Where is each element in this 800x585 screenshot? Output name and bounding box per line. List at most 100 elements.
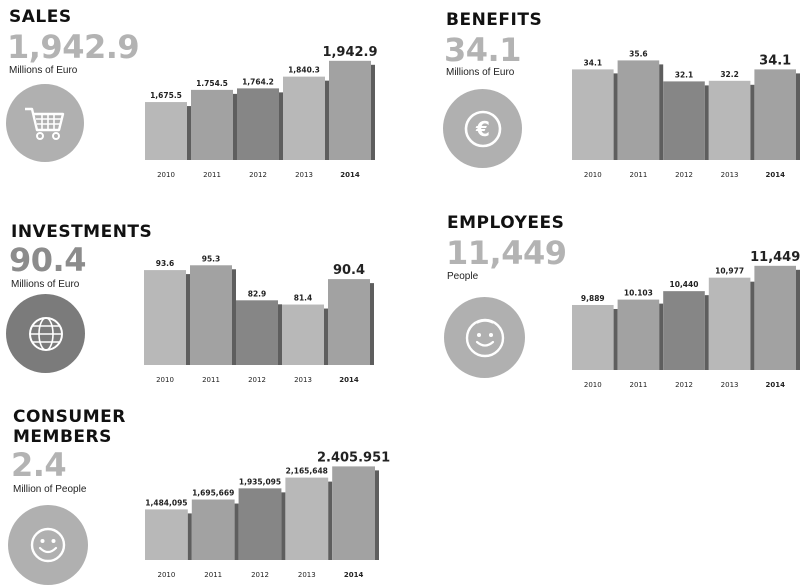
data-label-2012: 1,935,095 [239,477,281,486]
bar-shadow-2012 [281,492,286,560]
bar-2012 [238,488,282,560]
x-tick-2013: 2013 [721,381,739,389]
x-tick-2014: 2014 [339,376,359,384]
svg-text:€: € [475,117,490,141]
benefits-unit: Millions of Euro [446,67,515,78]
data-label-2011: 95.3 [202,254,221,263]
benefits-value: 34.1 [444,31,521,69]
data-label-2012: 10,440 [670,280,699,289]
data-label-2013: 32.2 [720,70,739,79]
data-label-2014: 1,942.9 [322,45,377,60]
x-tick-2011: 2011 [629,381,647,389]
x-tick-2010: 2010 [156,376,174,384]
x-tick-2011: 2011 [203,171,221,179]
bar-2011 [190,265,232,365]
bar-2013 [708,277,751,370]
data-label-2014: 90.4 [333,263,365,278]
bar-shadow-2010 [187,106,191,160]
x-tick-2011: 2011 [202,376,220,384]
bar-2013 [708,80,751,160]
x-tick-2014: 2014 [765,381,785,389]
data-label-2010: 93.6 [156,259,175,268]
bar-2014 [329,60,371,160]
data-label-2010: 9,889 [581,294,605,303]
bar-2010 [572,69,614,160]
consumers-bar-chart: 1,484,095 2010 1,695,669 2011 1,935,095 2012 2… [145,450,390,579]
data-label-2013: 1,840.3 [288,66,320,75]
smiley-icon [8,505,88,585]
smiley-face-icon [444,297,525,378]
x-tick-2011: 2011 [204,571,222,579]
sales-title: SALES [9,7,72,27]
x-tick-2010: 2010 [157,171,175,179]
data-label-2011: 1.754.5 [196,79,228,88]
x-tick-2010: 2010 [584,171,602,179]
bar-shadow-2014 [796,269,800,370]
benefits-title: BENEFITS [446,10,543,30]
bar-2014 [328,279,370,365]
x-tick-2012: 2012 [675,381,693,389]
data-label-2012: 1,764.2 [242,77,274,86]
data-label-2013: 2,165,648 [286,467,328,476]
bar-shadow-2012 [278,304,282,365]
investments-title: INVESTMENTS [11,222,153,242]
bar-2011 [617,299,660,370]
bar-2010 [572,304,614,370]
bar-shadow-2012 [279,92,283,160]
bar-2011 [191,499,235,560]
employees-title: EMPLOYEES [447,213,565,233]
sales-value: 1,942.9 [7,28,140,66]
x-tick-2014: 2014 [344,571,364,579]
x-tick-2013: 2013 [294,376,312,384]
x-tick-2010: 2010 [584,381,602,389]
bar-shadow-2014 [371,64,375,160]
shopping-cart-icon [6,84,84,162]
bar-shadow-2011 [233,93,237,160]
sales-bar-chart: 1,675.5 2010 1.754.5 2011 1,764.2 2012 1,840.3… [145,45,378,179]
x-tick-2010: 2010 [157,571,175,579]
data-label-2012: 32.1 [675,70,694,79]
bar-shadow-2013 [324,308,328,365]
bar-2010 [145,102,187,160]
bar-2013 [283,76,325,160]
bar-shadow-2012 [704,85,709,160]
x-tick-2013: 2013 [721,171,739,179]
investments-unit: Millions of Euro [11,279,80,290]
bar-2012 [236,300,278,365]
data-label-2011: 10.103 [624,289,653,298]
bar-2013 [285,477,329,560]
employees-value: 11,449 [446,234,567,272]
consumers-value: 2.4 [11,446,67,484]
bar-shadow-2013 [325,80,329,160]
bar-shadow-2011 [232,269,236,365]
employees-unit: People [447,271,479,282]
bar-shadow-2014 [370,283,374,365]
bar-2014 [754,69,796,160]
x-tick-2012: 2012 [249,171,267,179]
data-label-2010: 1,484,095 [145,498,187,507]
bar-2010 [144,270,186,365]
bar-2012 [663,81,705,160]
consumers-title-line1: CONSUMER [13,407,126,427]
sales-unit: Millions of Euro [9,65,78,76]
euro-coin-icon: € [443,89,522,168]
x-tick-2011: 2011 [629,171,647,179]
data-label-2010: 1,675.5 [150,91,182,100]
x-tick-2013: 2013 [298,571,316,579]
bar-shadow-2013 [750,281,755,370]
bar-shadow-2011 [659,64,664,160]
consumers-title-line2: MEMBERS [13,427,112,447]
x-tick-2012: 2012 [675,171,693,179]
x-tick-2012: 2012 [251,571,269,579]
globe-icon [6,294,85,373]
bar-shadow-2010 [186,274,190,365]
data-label-2014: 34.1 [759,53,791,68]
bar-shadow-2014 [796,73,800,160]
data-label-2011: 1,695,669 [192,489,234,498]
bar-2011 [191,89,233,160]
benefits-bar-chart: 34.1 2010 35.6 2011 32.1 2012 32.2 2013 34.1 2014 [572,49,800,179]
investments-bar-chart: 93.6 2010 95.3 2011 82.9 2012 81.4 2013 90.4 2014 [144,254,374,384]
data-label-2013: 10,977 [715,267,744,276]
data-label-2014: 2.405.951 [317,450,390,465]
consumers-unit: Million of People [13,484,87,495]
